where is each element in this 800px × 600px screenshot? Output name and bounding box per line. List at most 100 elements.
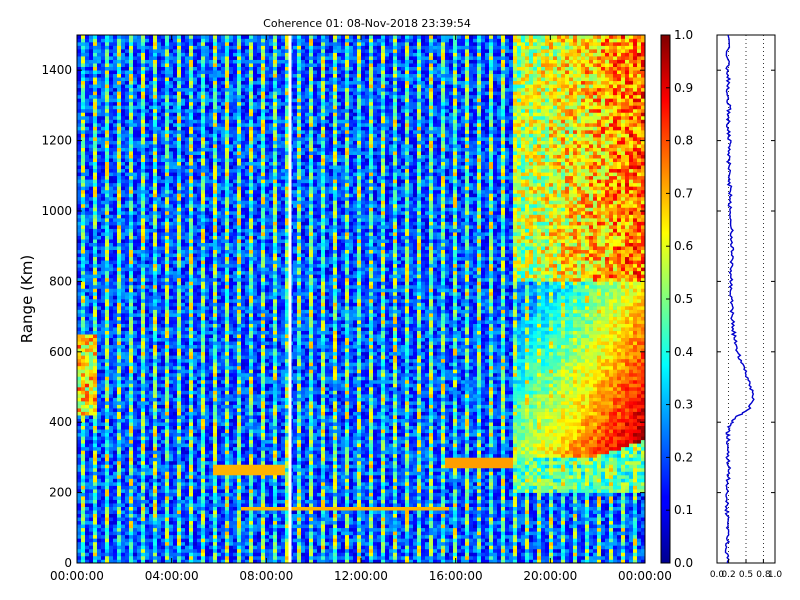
- heatmap-cell: [117, 471, 121, 475]
- heatmap-cell: [121, 531, 125, 535]
- heatmap-cell: [133, 119, 137, 123]
- heatmap-cell: [117, 250, 121, 254]
- heatmap-cell: [85, 158, 89, 162]
- heatmap-cell: [153, 88, 157, 92]
- heatmap-cell: [105, 46, 109, 50]
- heatmap-cell: [189, 211, 193, 215]
- heatmap-cell: [97, 486, 101, 490]
- heatmap-cell: [209, 429, 213, 433]
- heatmap-cell: [169, 60, 173, 64]
- heatmap-cell: [145, 461, 149, 465]
- heatmap-cell: [205, 507, 209, 511]
- heatmap-cell: [141, 141, 145, 145]
- heatmap-cell: [157, 422, 161, 426]
- heatmap-cell: [133, 447, 137, 451]
- heatmap-cell: [93, 475, 97, 479]
- heatmap-cell: [137, 193, 141, 197]
- heatmap-cell: [77, 81, 81, 85]
- heatmap-cell: [93, 415, 97, 419]
- heatmap-cell: [189, 186, 193, 190]
- heatmap-cell: [185, 338, 189, 342]
- heatmap-cell: [109, 172, 113, 176]
- heatmap-cell: [105, 236, 109, 240]
- heatmap-cell: [173, 162, 177, 166]
- heatmap-cell: [101, 274, 105, 278]
- heatmap-cell: [181, 169, 185, 173]
- heatmap-cell: [161, 274, 165, 278]
- heatmap-cell: [89, 517, 93, 521]
- heatmap-cell: [193, 250, 197, 254]
- heatmap-cell: [117, 457, 121, 461]
- heatmap-cell: [133, 443, 137, 447]
- heatmap-cell: [185, 56, 189, 60]
- heatmap-cell: [105, 211, 109, 215]
- heatmap-cell: [89, 239, 93, 243]
- heatmap-cell: [141, 264, 145, 268]
- heatmap-cell: [113, 95, 117, 99]
- heatmap-cell: [97, 91, 101, 95]
- heatmap-cell: [185, 264, 189, 268]
- heatmap-cell: [185, 232, 189, 236]
- heatmap-cell: [101, 46, 105, 50]
- heatmap-cell: [93, 112, 97, 116]
- heatmap-cell: [105, 383, 109, 387]
- heatmap-cell: [149, 429, 153, 433]
- heatmap-cell: [161, 84, 165, 88]
- heatmap-cell: [133, 186, 137, 190]
- heatmap-cell: [169, 74, 173, 78]
- heatmap-cell: [177, 299, 181, 303]
- heatmap-cell: [157, 95, 161, 99]
- heatmap-cell: [161, 517, 165, 521]
- heatmap-cell: [129, 218, 133, 222]
- heatmap-cell: [141, 457, 145, 461]
- heatmap-cell: [133, 468, 137, 472]
- heatmap-cell: [149, 151, 153, 155]
- heatmap-cell: [121, 246, 125, 250]
- heatmap-cell: [117, 144, 121, 148]
- heatmap-cell: [97, 42, 101, 46]
- heatmap-cell: [89, 334, 93, 338]
- heatmap-cell: [117, 394, 121, 398]
- heatmap-cell: [201, 369, 205, 373]
- heatmap-cell: [197, 243, 201, 247]
- heatmap-cell: [93, 281, 97, 285]
- heatmap-cell: [125, 405, 129, 409]
- heatmap-cell: [181, 232, 185, 236]
- heatmap-cell: [77, 165, 81, 169]
- heatmap-cell: [109, 493, 113, 497]
- heatmap-cell: [113, 229, 117, 233]
- heatmap-cell: [173, 109, 177, 113]
- heatmap-cell: [145, 35, 149, 39]
- heatmap-cell: [165, 482, 169, 486]
- heatmap-cell: [169, 165, 173, 169]
- heatmap-cell: [113, 218, 117, 222]
- heatmap-cell: [109, 355, 113, 359]
- heatmap-cell: [101, 528, 105, 532]
- heatmap-cell: [125, 341, 129, 345]
- heatmap-cell: [81, 211, 85, 215]
- heatmap-cell: [113, 429, 117, 433]
- heatmap-cell: [169, 391, 173, 395]
- heatmap-cell: [185, 67, 189, 71]
- heatmap-cell: [109, 127, 113, 131]
- heatmap-cell: [93, 545, 97, 549]
- heatmap-cell: [89, 510, 93, 514]
- heatmap-cell: [181, 211, 185, 215]
- heatmap-cell: [177, 172, 181, 176]
- heatmap-cell: [165, 172, 169, 176]
- heatmap-cell: [129, 310, 133, 314]
- heatmap-cell: [177, 317, 181, 321]
- heatmap-cell: [157, 468, 161, 472]
- heatmap-cell: [149, 479, 153, 483]
- heatmap-cell: [85, 507, 89, 511]
- heatmap-cell: [137, 331, 141, 335]
- heatmap-cell: [97, 408, 101, 412]
- heatmap-cell: [153, 348, 157, 352]
- heatmap-cell: [165, 197, 169, 201]
- heatmap-cell: [77, 338, 81, 342]
- heatmap-cell: [201, 169, 205, 173]
- heatmap-cell: [109, 306, 113, 310]
- heatmap-cell: [169, 313, 173, 317]
- heatmap-cell: [93, 165, 97, 169]
- heatmap-cell: [205, 380, 209, 384]
